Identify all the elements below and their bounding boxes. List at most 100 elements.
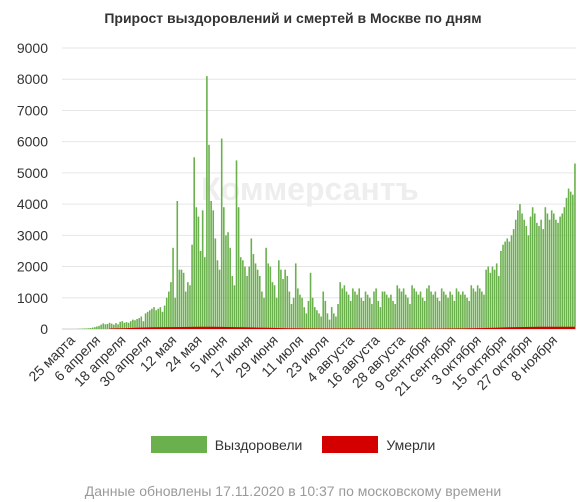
bar-recovered[interactable]: [521, 213, 523, 329]
bar-recovered[interactable]: [438, 300, 441, 329]
legend-item-recovered[interactable]: Выздоровели: [150, 436, 302, 453]
bar-recovered[interactable]: [322, 291, 325, 329]
bar-recovered[interactable]: [265, 247, 267, 329]
bar-recovered[interactable]: [210, 200, 212, 329]
bar-recovered[interactable]: [178, 269, 181, 329]
bar-recovered[interactable]: [127, 322, 130, 329]
bar-recovered[interactable]: [489, 272, 492, 329]
bar-recovered[interactable]: [195, 207, 198, 329]
bar-recovered[interactable]: [174, 297, 176, 329]
bar-recovered[interactable]: [248, 266, 250, 329]
bar-recovered[interactable]: [176, 200, 179, 329]
bar-recovered[interactable]: [379, 307, 382, 329]
bar-recovered[interactable]: [360, 297, 363, 329]
bar-recovered[interactable]: [208, 144, 210, 329]
bar-recovered[interactable]: [123, 322, 126, 329]
bar-recovered[interactable]: [231, 275, 234, 329]
bar-recovered[interactable]: [415, 291, 418, 329]
bar-recovered[interactable]: [258, 275, 261, 329]
bar-recovered[interactable]: [517, 210, 519, 329]
bar-recovered[interactable]: [252, 254, 255, 329]
bar-recovered[interactable]: [390, 294, 392, 329]
bar-recovered[interactable]: [98, 325, 100, 329]
bar-recovered[interactable]: [451, 294, 454, 329]
bar-recovered[interactable]: [216, 260, 219, 329]
bar-recovered[interactable]: [237, 207, 240, 329]
bar-recovered[interactable]: [343, 285, 346, 329]
bar-recovered[interactable]: [377, 300, 380, 329]
bar-recovered[interactable]: [299, 294, 301, 329]
bar-recovered[interactable]: [459, 294, 462, 329]
bar-recovered[interactable]: [404, 294, 407, 329]
bar-recovered[interactable]: [536, 222, 538, 329]
bar-recovered[interactable]: [407, 297, 409, 329]
bar-recovered[interactable]: [335, 316, 337, 329]
bar-recovered[interactable]: [383, 291, 386, 329]
legend-item-deaths[interactable]: Умерли: [322, 436, 435, 453]
bar-recovered[interactable]: [254, 263, 257, 329]
bar-recovered[interactable]: [352, 288, 354, 329]
bar-recovered[interactable]: [324, 300, 327, 329]
bar-recovered[interactable]: [531, 207, 534, 329]
bar-recovered[interactable]: [512, 229, 515, 329]
bar-recovered[interactable]: [470, 285, 473, 329]
bar-recovered[interactable]: [214, 238, 217, 329]
bar-recovered[interactable]: [417, 294, 420, 329]
bar-recovered[interactable]: [182, 272, 185, 329]
bar-recovered[interactable]: [113, 324, 115, 329]
bar-recovered[interactable]: [305, 313, 308, 329]
deaths-area[interactable]: [109, 326, 575, 329]
bar-recovered[interactable]: [320, 316, 322, 329]
bar-recovered[interactable]: [375, 288, 377, 329]
bar-recovered[interactable]: [212, 210, 215, 329]
bar-recovered[interactable]: [339, 282, 341, 329]
bar-recovered[interactable]: [239, 257, 242, 329]
bar-recovered[interactable]: [557, 222, 559, 329]
bar-recovered[interactable]: [523, 219, 525, 329]
bar-recovered[interactable]: [85, 328, 88, 329]
bar-recovered[interactable]: [447, 297, 449, 329]
bar-recovered[interactable]: [565, 197, 568, 329]
bar-recovered[interactable]: [371, 304, 373, 329]
bar-recovered[interactable]: [506, 238, 509, 329]
bar-recovered[interactable]: [117, 324, 119, 329]
bar-recovered[interactable]: [100, 324, 102, 329]
bar-recovered[interactable]: [434, 291, 437, 329]
bar-recovered[interactable]: [341, 288, 344, 329]
bar-recovered[interactable]: [392, 300, 394, 329]
bar-recovered[interactable]: [544, 207, 547, 329]
bar-recovered[interactable]: [223, 207, 225, 329]
bar-recovered[interactable]: [373, 291, 375, 329]
bar-recovered[interactable]: [546, 213, 549, 329]
bar-recovered[interactable]: [102, 323, 105, 329]
bar-recovered[interactable]: [385, 294, 388, 329]
bar-recovered[interactable]: [445, 294, 447, 329]
bar-recovered[interactable]: [388, 297, 390, 329]
bar-recovered[interactable]: [368, 297, 371, 329]
bar-recovered[interactable]: [474, 291, 477, 329]
bar-recovered[interactable]: [83, 328, 86, 329]
bar-recovered[interactable]: [96, 326, 98, 330]
bar-recovered[interactable]: [301, 297, 303, 329]
bar-recovered[interactable]: [271, 282, 274, 329]
bar-recovered[interactable]: [548, 219, 551, 329]
bar-recovered[interactable]: [286, 275, 289, 329]
bar-recovered[interactable]: [284, 269, 286, 329]
bar-recovered[interactable]: [349, 300, 352, 329]
bar-recovered[interactable]: [398, 288, 401, 329]
bar-recovered[interactable]: [93, 327, 96, 329]
bar-recovered[interactable]: [538, 225, 540, 329]
bar-recovered[interactable]: [400, 291, 403, 329]
bar-recovered[interactable]: [426, 288, 428, 329]
bar-recovered[interactable]: [201, 210, 204, 329]
bar-recovered[interactable]: [550, 210, 553, 329]
bar-recovered[interactable]: [510, 235, 513, 329]
bar-recovered[interactable]: [362, 300, 365, 329]
bar-recovered[interactable]: [220, 138, 223, 329]
bar-recovered[interactable]: [337, 304, 339, 329]
bar-recovered[interactable]: [519, 204, 521, 329]
bar-recovered[interactable]: [561, 213, 564, 329]
bar-recovered[interactable]: [163, 305, 166, 329]
bar-recovered[interactable]: [559, 216, 561, 329]
bar-recovered[interactable]: [354, 291, 356, 329]
